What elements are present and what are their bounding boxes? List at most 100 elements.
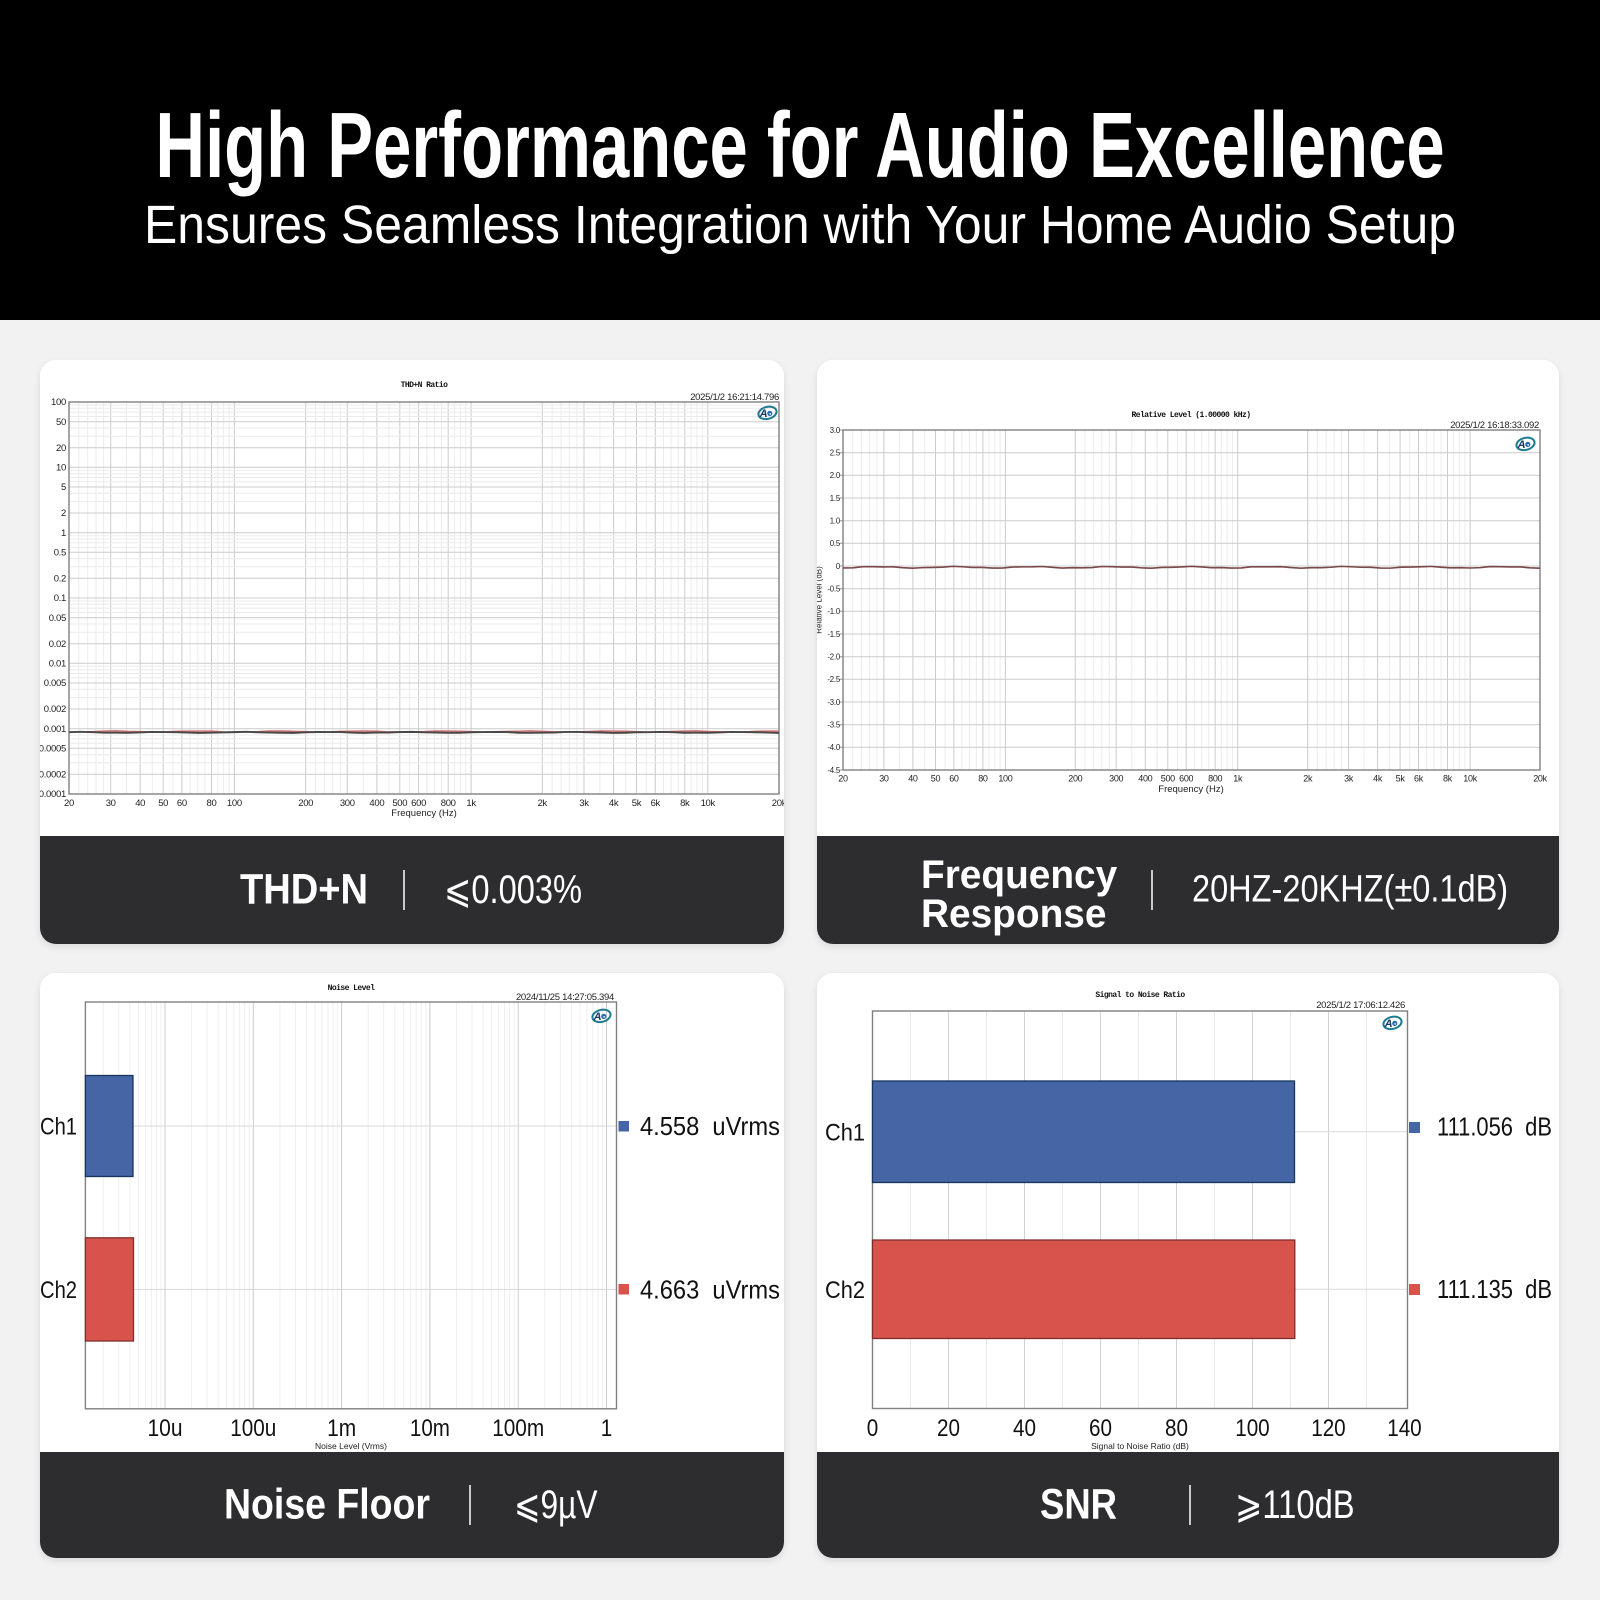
svg-text:-4.0: -4.0	[827, 743, 840, 752]
svg-text:400: 400	[1138, 774, 1152, 784]
svg-text:0.005: 0.005	[44, 678, 66, 689]
svg-text:200: 200	[298, 798, 313, 809]
svg-text:80: 80	[207, 798, 217, 809]
svg-text:100: 100	[1235, 1415, 1270, 1442]
svg-text:-2.0: -2.0	[827, 653, 840, 662]
svg-text:800: 800	[1208, 774, 1222, 784]
svg-text:Relative Level (1.00000 kHz): Relative Level (1.00000 kHz)	[1131, 411, 1250, 420]
svg-text:40: 40	[1013, 1415, 1036, 1442]
svg-text:Noise Level (Vrms): Noise Level (Vrms)	[315, 1441, 387, 1451]
svg-text:20k: 20k	[772, 798, 784, 809]
svg-text:300: 300	[340, 798, 355, 809]
svg-text:A: A	[759, 408, 768, 420]
svg-text:200: 200	[1068, 774, 1082, 784]
svg-text:60: 60	[177, 798, 187, 809]
svg-text:1: 1	[61, 528, 66, 539]
svg-text:0: 0	[836, 562, 841, 571]
svg-text:1.0: 1.0	[830, 517, 841, 526]
svg-text:10k: 10k	[1463, 774, 1477, 784]
svg-text:100m: 100m	[492, 1415, 544, 1442]
svg-text:111.135 dB: 111.135 dB	[1437, 1274, 1552, 1304]
svg-text:20: 20	[56, 443, 66, 454]
svg-text:20k: 20k	[1533, 774, 1547, 784]
svg-text:-1.0: -1.0	[827, 607, 840, 616]
svg-text:0.5: 0.5	[54, 548, 66, 559]
svg-text:0.01: 0.01	[49, 659, 66, 670]
svg-text:1k: 1k	[466, 798, 476, 809]
svg-text:100: 100	[998, 774, 1012, 784]
svg-text:5: 5	[61, 482, 66, 493]
svg-text:2k: 2k	[1303, 774, 1313, 784]
svg-text:20: 20	[937, 1415, 960, 1442]
svg-text:20: 20	[838, 774, 848, 784]
svg-text:4k: 4k	[609, 798, 619, 809]
svg-text:2025/1/2 16:18:33.092: 2025/1/2 16:18:33.092	[1450, 420, 1539, 431]
svg-text:3.0: 3.0	[830, 426, 841, 435]
svg-text:40: 40	[908, 774, 918, 784]
svg-text:0.0002: 0.0002	[40, 770, 66, 781]
svg-text:10u: 10u	[148, 1415, 183, 1442]
svg-text:2.5: 2.5	[830, 449, 841, 458]
svg-text:Ch2: Ch2	[40, 1277, 77, 1304]
svg-text:2024/11/25 14:27:05.394: 2024/11/25 14:27:05.394	[516, 992, 614, 1003]
svg-text:Signal to Noise Ratio: Signal to Noise Ratio	[1095, 991, 1185, 1000]
svg-text:1m: 1m	[327, 1415, 356, 1442]
svg-text:10m: 10m	[410, 1415, 450, 1442]
svg-text:0.0001: 0.0001	[40, 789, 66, 800]
svg-text:300: 300	[1109, 774, 1123, 784]
svg-text:0.001: 0.001	[44, 724, 66, 735]
svg-text:1k: 1k	[1233, 774, 1243, 784]
svg-text:30: 30	[879, 774, 889, 784]
svg-text:0.05: 0.05	[49, 613, 66, 624]
svg-text:0.1: 0.1	[54, 593, 66, 604]
svg-text:600: 600	[411, 798, 426, 809]
svg-text:100u: 100u	[230, 1415, 276, 1442]
svg-text:-4.5: -4.5	[827, 766, 840, 775]
svg-text:5k: 5k	[632, 798, 642, 809]
svg-text:800: 800	[441, 798, 456, 809]
svg-text:1: 1	[601, 1415, 613, 1442]
svg-text:-2.5: -2.5	[827, 675, 840, 684]
svg-text:Signal to Noise Ratio (dB): Signal to Noise Ratio (dB)	[1091, 1441, 1189, 1451]
svg-text:-3.5: -3.5	[827, 721, 840, 730]
svg-text:A: A	[593, 1011, 602, 1023]
svg-text:0: 0	[867, 1415, 879, 1442]
svg-text:4k: 4k	[1373, 774, 1383, 784]
svg-text:2025/1/2 17:06:12.426: 2025/1/2 17:06:12.426	[1316, 1000, 1405, 1011]
svg-text:Relative Level (dB): Relative Level (dB)	[817, 566, 824, 634]
svg-text:100: 100	[227, 798, 242, 809]
svg-text:1.5: 1.5	[830, 494, 841, 503]
svg-text:600: 600	[1179, 774, 1193, 784]
svg-text:2025/1/2 16:21:14.796: 2025/1/2 16:21:14.796	[690, 392, 779, 403]
svg-text:0.2: 0.2	[54, 574, 66, 585]
svg-text:6k: 6k	[651, 798, 661, 809]
svg-text:6k: 6k	[1414, 774, 1424, 784]
svg-text:80: 80	[1165, 1415, 1188, 1442]
svg-text:0.002: 0.002	[44, 704, 66, 715]
svg-text:Frequency (Hz): Frequency (Hz)	[1158, 784, 1223, 795]
svg-text:100: 100	[51, 397, 66, 408]
svg-text:60: 60	[949, 774, 959, 784]
svg-text:Frequency (Hz): Frequency (Hz)	[391, 808, 456, 819]
svg-text:THD+N Ratio: THD+N Ratio	[401, 381, 449, 390]
svg-text:5k: 5k	[1396, 774, 1406, 784]
svg-text:3k: 3k	[579, 798, 589, 809]
svg-text:60: 60	[1089, 1415, 1112, 1442]
svg-text:-3.0: -3.0	[827, 698, 840, 707]
svg-text:10: 10	[56, 463, 66, 474]
svg-text:0.5: 0.5	[830, 539, 841, 548]
svg-text:500: 500	[1161, 774, 1175, 784]
svg-text:50: 50	[56, 417, 66, 428]
svg-text:4.558 uVrms: 4.558 uVrms	[640, 1111, 780, 1141]
svg-text:2: 2	[61, 508, 66, 519]
svg-text:400: 400	[369, 798, 384, 809]
svg-text:Ch1: Ch1	[40, 1114, 77, 1141]
svg-text:80: 80	[978, 774, 988, 784]
svg-text:A: A	[1384, 1018, 1393, 1030]
svg-text:40: 40	[135, 798, 145, 809]
svg-text:10k: 10k	[701, 798, 716, 809]
svg-text:8k: 8k	[1443, 774, 1453, 784]
svg-text:3k: 3k	[1344, 774, 1354, 784]
svg-text:500: 500	[392, 798, 407, 809]
svg-text:20: 20	[64, 798, 74, 809]
